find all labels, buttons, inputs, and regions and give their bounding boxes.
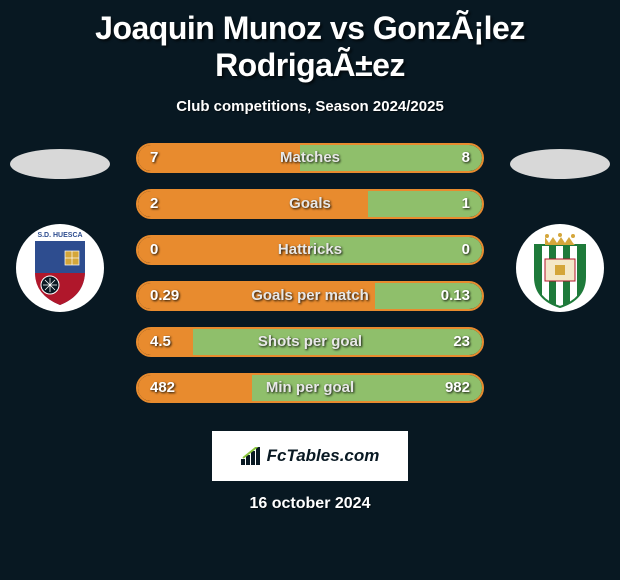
stat-value-right: 8 xyxy=(462,149,470,166)
cordoba-crest-icon xyxy=(515,223,605,313)
page-title: Joaquin Munoz vs GonzÃ¡lez RodrigaÃ±ez xyxy=(0,0,620,84)
huesca-crest-icon: S.D. HUESCA xyxy=(15,223,105,313)
stat-value-right: 0.13 xyxy=(441,287,470,304)
svg-text:S.D. HUESCA: S.D. HUESCA xyxy=(37,232,82,239)
stat-label: Shots per goal xyxy=(138,333,482,350)
stat-label: Goals xyxy=(138,195,482,212)
stat-value-right: 982 xyxy=(445,379,470,396)
stat-label: Goals per match xyxy=(138,287,482,304)
stat-row: 0Hattricks0 xyxy=(136,235,484,265)
watermark: FcTables.com xyxy=(212,431,408,481)
left-side: S.D. HUESCA xyxy=(0,143,120,313)
right-flag-placeholder xyxy=(510,149,610,179)
stat-value-right: 1 xyxy=(462,195,470,212)
stat-value-right: 23 xyxy=(453,333,470,350)
stat-label: Min per goal xyxy=(138,379,482,396)
stat-row: 2Goals1 xyxy=(136,189,484,219)
stat-label: Hattricks xyxy=(138,241,482,258)
stats-list: 7Matches8 2Goals1 0Hattricks0 0.29Goals per… xyxy=(136,143,484,403)
stat-row: 4.5Shots per goal23 xyxy=(136,327,484,357)
subtitle: Club competitions, Season 2024/2025 xyxy=(0,98,620,115)
date: 16 october 2024 xyxy=(0,495,620,513)
stat-row: 7Matches8 xyxy=(136,143,484,173)
stat-row: 482Min per goal982 xyxy=(136,373,484,403)
left-club-crest: S.D. HUESCA xyxy=(15,223,105,313)
right-side xyxy=(500,143,620,313)
right-club-crest xyxy=(515,223,605,313)
stat-label: Matches xyxy=(138,149,482,166)
stat-value-right: 0 xyxy=(462,241,470,258)
comparison-panel: S.D. HUESCA xyxy=(0,143,620,423)
fctables-logo-icon xyxy=(241,447,263,465)
left-flag-placeholder xyxy=(10,149,110,179)
stat-row: 0.29Goals per match0.13 xyxy=(136,281,484,311)
watermark-text: FcTables.com xyxy=(267,446,380,466)
